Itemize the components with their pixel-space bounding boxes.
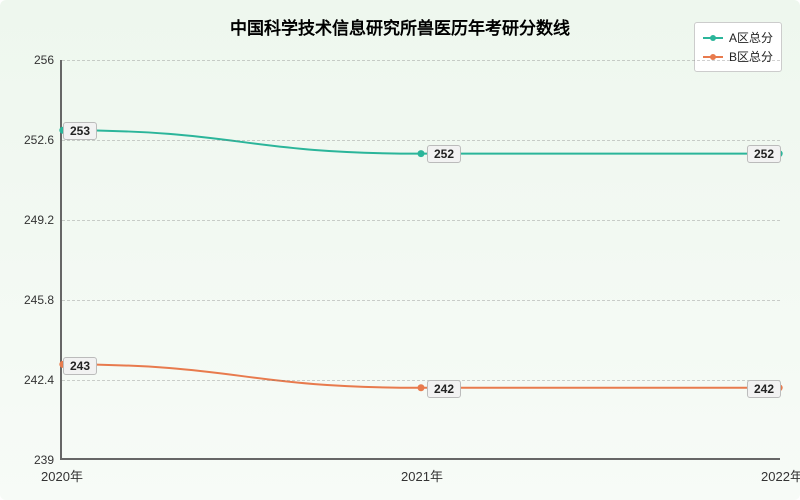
chart-container: 中国科学技术信息研究所兽医历年考研分数线 A区总分 B区总分 239242.42… — [0, 0, 800, 500]
legend-item-a: A区总分 — [703, 29, 773, 46]
gridline — [62, 300, 780, 301]
legend-swatch-b — [703, 56, 723, 58]
series-marker — [418, 384, 425, 391]
ytick-label: 242.4 — [24, 373, 62, 387]
ytick-label: 249.2 — [24, 213, 62, 227]
xtick-label: 2020年 — [41, 458, 83, 485]
chart-title: 中国科学技术信息研究所兽医历年考研分数线 — [0, 14, 800, 39]
xtick-label: 2022年 — [761, 458, 800, 485]
ytick-label: 252.6 — [24, 133, 62, 147]
series-line — [63, 130, 779, 153]
xtick-label: 2021年 — [401, 458, 443, 485]
series-marker — [418, 150, 425, 157]
data-label: 253 — [63, 122, 97, 140]
gridline — [62, 380, 780, 381]
gridline — [62, 220, 780, 221]
data-label: 252 — [747, 145, 781, 163]
series-line — [63, 364, 779, 387]
line-layer — [62, 60, 780, 458]
legend-swatch-a — [703, 37, 723, 39]
gridline — [62, 60, 780, 61]
legend-label-a: A区总分 — [729, 29, 773, 46]
data-label: 242 — [747, 380, 781, 398]
ytick-label: 245.8 — [24, 293, 62, 307]
ytick-label: 256 — [34, 53, 62, 67]
gridline — [62, 140, 780, 141]
data-label: 243 — [63, 357, 97, 375]
plot-area: 239242.4245.8249.2252.62562020年2021年2022… — [60, 60, 780, 460]
data-label: 242 — [427, 380, 461, 398]
data-label: 252 — [427, 145, 461, 163]
